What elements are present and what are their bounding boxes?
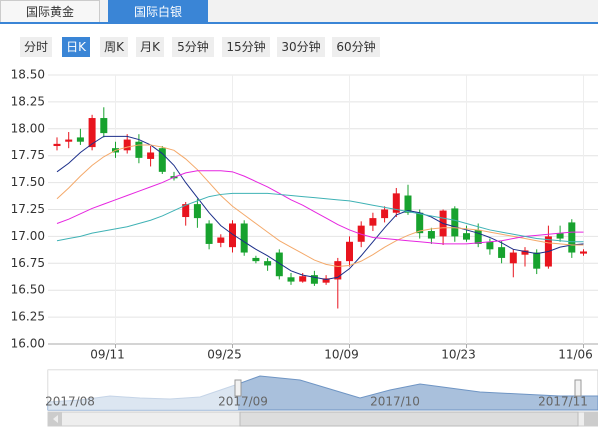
candle-body bbox=[322, 278, 330, 283]
candle-body bbox=[275, 252, 283, 277]
y-tick-label: 17.50 bbox=[11, 175, 45, 189]
period-button[interactable]: 15分钟 bbox=[222, 37, 270, 57]
tab-bar: 国际黄金 国际白银 bbox=[0, 0, 598, 24]
candle-body bbox=[88, 118, 96, 148]
candle-body bbox=[568, 222, 576, 253]
candle-body bbox=[498, 247, 506, 258]
x-tick-label: 10/23 bbox=[441, 348, 476, 362]
x-tick-label: 09/25 bbox=[207, 348, 242, 362]
navigator-label: 2017/10 bbox=[370, 395, 420, 409]
candle-body bbox=[451, 208, 459, 237]
tab[interactable]: 国际黄金 bbox=[0, 0, 100, 22]
candle-body bbox=[392, 193, 400, 213]
candle-body bbox=[521, 250, 529, 255]
y-tick-label: 17.25 bbox=[11, 202, 45, 216]
x-tick-label: 10/09 bbox=[324, 348, 359, 362]
navigator-mask bbox=[48, 370, 238, 410]
candle-body bbox=[404, 195, 412, 213]
scroll-right-arrow[interactable] bbox=[584, 412, 598, 426]
y-tick-label: 16.75 bbox=[11, 256, 45, 270]
candle-body bbox=[264, 261, 272, 266]
candle-body bbox=[357, 225, 365, 242]
candle-body bbox=[533, 252, 541, 269]
period-button-active[interactable]: 日K bbox=[62, 37, 90, 57]
candle-body bbox=[193, 204, 201, 219]
candle-body bbox=[147, 152, 155, 159]
navigator-label: 2017/11 bbox=[538, 395, 588, 409]
navigator: 2017/08 2017/09 2017/10 2017/11 bbox=[45, 369, 598, 427]
candle-body bbox=[509, 252, 517, 264]
candle-body bbox=[158, 148, 166, 172]
candle-body bbox=[299, 276, 307, 282]
candle-body bbox=[556, 233, 564, 239]
candle-body bbox=[416, 212, 424, 234]
candle-body bbox=[427, 231, 435, 239]
x-tick-label: 09/11 bbox=[90, 348, 125, 362]
period-button[interactable]: 60分钟 bbox=[332, 37, 380, 57]
y-tick-label: 16.00 bbox=[11, 337, 45, 351]
candle-body bbox=[123, 139, 131, 151]
moving-average-line bbox=[56, 135, 584, 280]
y-tick-label: 17.75 bbox=[11, 148, 45, 162]
period-button[interactable]: 周K bbox=[100, 37, 128, 57]
candle-body bbox=[463, 233, 470, 240]
navigator-label: 2017/08 bbox=[45, 395, 95, 409]
candle-body bbox=[486, 241, 494, 250]
navigator-handle[interactable] bbox=[574, 379, 582, 397]
y-tick-label: 16.25 bbox=[11, 310, 45, 324]
y-tick-label: 18.00 bbox=[11, 121, 45, 135]
moving-average-line bbox=[56, 170, 584, 245]
candle-body bbox=[580, 251, 587, 254]
candle-body bbox=[135, 141, 143, 158]
navigator-label: 2017/09 bbox=[218, 395, 268, 409]
candle-body bbox=[100, 118, 108, 134]
x-tick-label: 11/06 bbox=[558, 348, 593, 362]
tab-active[interactable]: 国际白银 bbox=[108, 0, 208, 22]
y-tick-label: 16.50 bbox=[11, 283, 45, 297]
moving-average-line bbox=[56, 192, 584, 243]
candle-body bbox=[334, 261, 342, 280]
period-button[interactable]: 月K bbox=[136, 37, 164, 57]
y-tick-label: 18.50 bbox=[11, 68, 45, 82]
candle-body bbox=[252, 257, 260, 262]
candle-body bbox=[240, 223, 248, 253]
candle-body bbox=[182, 204, 190, 218]
candle-body bbox=[287, 277, 295, 282]
period-button[interactable]: 5分钟 bbox=[172, 37, 214, 57]
candle-body bbox=[53, 143, 61, 147]
candle-body bbox=[229, 223, 236, 248]
candle-body bbox=[76, 137, 84, 142]
candle-body bbox=[65, 139, 73, 142]
period-button[interactable]: 分时 bbox=[20, 37, 52, 57]
candle-body bbox=[310, 275, 318, 284]
navigator-handle[interactable] bbox=[234, 379, 242, 397]
period-button[interactable]: 30分钟 bbox=[277, 37, 325, 57]
candle-body bbox=[381, 209, 389, 219]
scroll-left-arrow[interactable] bbox=[48, 412, 62, 426]
candle-body bbox=[217, 237, 225, 243]
candle-body bbox=[205, 223, 213, 244]
y-tick-label: 17.00 bbox=[11, 229, 45, 243]
candle-body bbox=[474, 229, 482, 244]
scrollbar-thumb[interactable] bbox=[239, 411, 579, 427]
candle-body bbox=[346, 241, 353, 262]
candle-body bbox=[369, 218, 377, 226]
y-tick-label: 18.25 bbox=[11, 94, 45, 108]
moving-average-line bbox=[56, 144, 584, 268]
